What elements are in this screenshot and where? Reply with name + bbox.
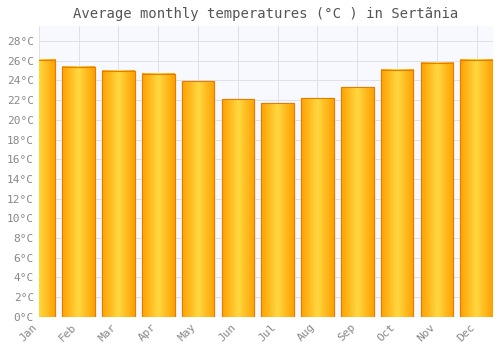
- Bar: [301, 98, 334, 317]
- Bar: [22, 60, 55, 317]
- Title: Average monthly temperatures (°C ) in Sertãnia: Average monthly temperatures (°C ) in Se…: [74, 7, 458, 21]
- Bar: [102, 71, 135, 317]
- Bar: [341, 88, 374, 317]
- Bar: [62, 66, 95, 317]
- Bar: [420, 63, 453, 317]
- Bar: [142, 74, 174, 317]
- Bar: [62, 66, 95, 317]
- Bar: [222, 99, 254, 317]
- Bar: [182, 82, 214, 317]
- Bar: [262, 103, 294, 317]
- Bar: [182, 82, 214, 317]
- Bar: [301, 98, 334, 317]
- Bar: [222, 99, 254, 317]
- Bar: [420, 63, 453, 317]
- Bar: [460, 60, 493, 317]
- Bar: [142, 74, 174, 317]
- Bar: [341, 88, 374, 317]
- Bar: [102, 71, 135, 317]
- Bar: [381, 70, 414, 317]
- Bar: [262, 103, 294, 317]
- Bar: [460, 60, 493, 317]
- Bar: [381, 70, 414, 317]
- Bar: [22, 60, 55, 317]
